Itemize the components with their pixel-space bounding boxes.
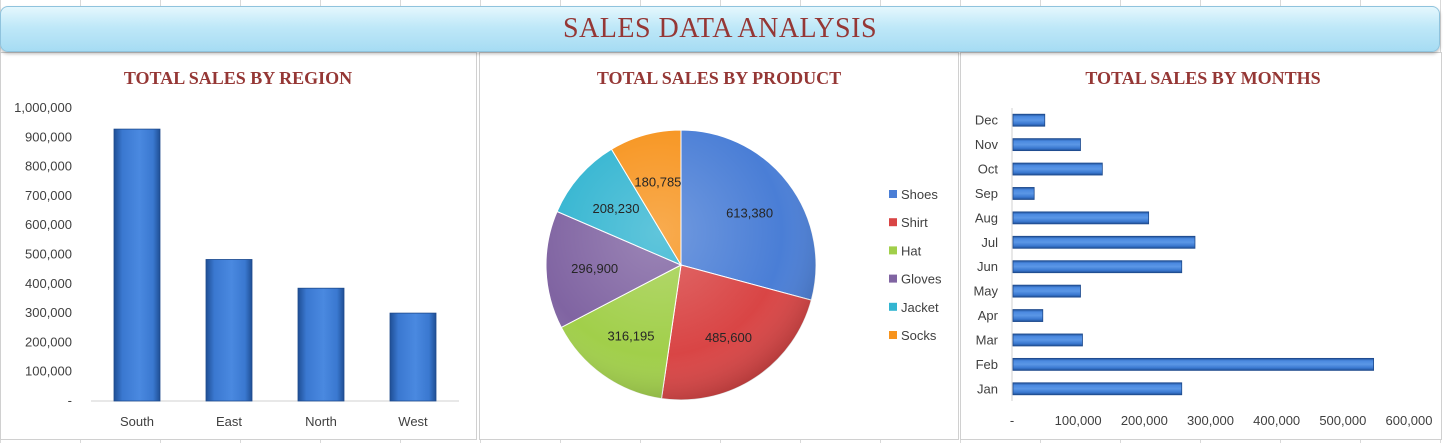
region-y-tick-label: 400,000	[25, 276, 72, 291]
region-bar-south[interactable]	[113, 128, 161, 402]
dashboard-banner: SALES DATA ANALYSIS	[0, 6, 1440, 52]
month-category-label: Dec	[975, 113, 999, 128]
product-pie-chart: TOTAL SALES BY PRODUCT 613,380 485,600 316…	[545, 68, 942, 401]
month-x-tick-label: 400,000	[1253, 413, 1300, 428]
region-chart-title: TOTAL SALES BY REGION	[124, 68, 352, 88]
month-bar-mar[interactable]	[1012, 333, 1083, 347]
region-y-tick-label: 600,000	[25, 217, 72, 232]
legend-swatch-shirt	[889, 218, 897, 227]
region-bar-east[interactable]	[205, 259, 253, 402]
region-category-label: East	[216, 414, 242, 429]
region-y-tick-label: 500,000	[25, 247, 72, 262]
month-x-tick-label: 600,000	[1386, 413, 1433, 428]
pie-data-label: 485,600	[705, 330, 752, 345]
legend-swatch-jacket	[889, 302, 897, 311]
month-bar-apr[interactable]	[1012, 309, 1044, 322]
month-category-label: Aug	[975, 210, 998, 225]
month-bar-jun[interactable]	[1012, 260, 1183, 274]
month-x-tick-label: 500,000	[1319, 413, 1366, 428]
months-chart-panel[interactable]: TOTAL SALES BY MONTHS Jan Feb Mar Apr May Jun…	[960, 52, 1442, 440]
month-category-label: Oct	[978, 162, 999, 177]
legend-entry-hat[interactable]: Hat	[901, 243, 922, 258]
region-category-label: North	[305, 414, 337, 429]
legend-swatch-socks	[889, 331, 897, 339]
legend-entry-shoes[interactable]: Shoes	[901, 187, 938, 202]
region-y-tick-label: 800,000	[25, 159, 72, 174]
month-category-label: Jun	[977, 259, 998, 274]
month-x-tick-label: 300,000	[1187, 413, 1234, 428]
region-y-tick-label: 300,000	[25, 305, 72, 320]
region-y-tick-label: -	[68, 393, 72, 408]
region-category-label: West	[398, 414, 428, 429]
region-bar-west[interactable]	[389, 312, 437, 402]
region-bar-chart: TOTAL SALES BY REGION - 100,000 200,000 300…	[14, 68, 459, 429]
region-category-label: South	[120, 414, 154, 429]
month-x-tick-label: -	[1010, 413, 1014, 428]
region-y-tick-label: 200,000	[25, 334, 72, 349]
month-bar-feb[interactable]	[1012, 357, 1375, 371]
legend-entry-socks[interactable]: Socks	[901, 328, 937, 343]
region-y-tick-label: 1,000,000	[14, 100, 72, 115]
legend-entry-jacket[interactable]: Jacket	[901, 300, 939, 315]
month-category-label: Mar	[976, 332, 999, 347]
month-bar-jan[interactable]	[1012, 382, 1183, 396]
month-bar-jul[interactable]	[1012, 235, 1196, 249]
region-bar-north[interactable]	[297, 287, 345, 402]
month-category-label: Apr	[978, 308, 999, 323]
month-bar-may[interactable]	[1012, 284, 1081, 298]
month-category-label: Jul	[981, 235, 998, 250]
month-bar-aug[interactable]	[1012, 211, 1150, 225]
month-x-tick-label: 100,000	[1055, 413, 1102, 428]
month-bar-sep[interactable]	[1012, 187, 1035, 200]
legend-entry-gloves[interactable]: Gloves	[901, 272, 942, 287]
months-bar-chart: TOTAL SALES BY MONTHS Jan Feb Mar Apr May Jun…	[973, 68, 1433, 428]
pie-data-label: 296,900	[571, 261, 618, 276]
month-category-label: Jan	[977, 381, 998, 396]
month-category-label: May	[973, 284, 998, 299]
pie-data-label: 613,380	[726, 205, 773, 220]
month-bar-oct[interactable]	[1012, 162, 1103, 176]
month-bar-nov[interactable]	[1012, 138, 1081, 152]
region-y-tick-label: 100,000	[25, 364, 72, 379]
region-y-tick-label: 700,000	[25, 188, 72, 203]
product-chart-panel[interactable]: TOTAL SALES BY PRODUCT 613,380 485,600 316…	[479, 52, 959, 440]
month-category-label: Nov	[975, 137, 999, 152]
legend-swatch-gloves	[889, 274, 897, 283]
product-chart-title: TOTAL SALES BY PRODUCT	[597, 68, 841, 88]
pie-data-label: 180,785	[634, 175, 681, 190]
dashboard-title: SALES DATA ANALYSIS	[562, 13, 878, 44]
month-category-label: Feb	[976, 357, 998, 372]
region-y-tick-label: 900,000	[25, 129, 72, 144]
region-chart-panel[interactable]: TOTAL SALES BY REGION - 100,000 200,000 300…	[0, 52, 477, 440]
months-chart-title: TOTAL SALES BY MONTHS	[1085, 68, 1320, 88]
legend-swatch-shoes	[889, 190, 897, 198]
month-bar-dec[interactable]	[1012, 113, 1046, 127]
legend-entry-shirt[interactable]: Shirt	[901, 215, 928, 230]
month-category-label: Sep	[975, 186, 998, 201]
pie-data-label: 316,195	[607, 328, 654, 343]
month-x-tick-label: 200,000	[1121, 413, 1168, 428]
legend-swatch-hat	[889, 246, 897, 255]
pie-data-label: 208,230	[592, 201, 639, 216]
